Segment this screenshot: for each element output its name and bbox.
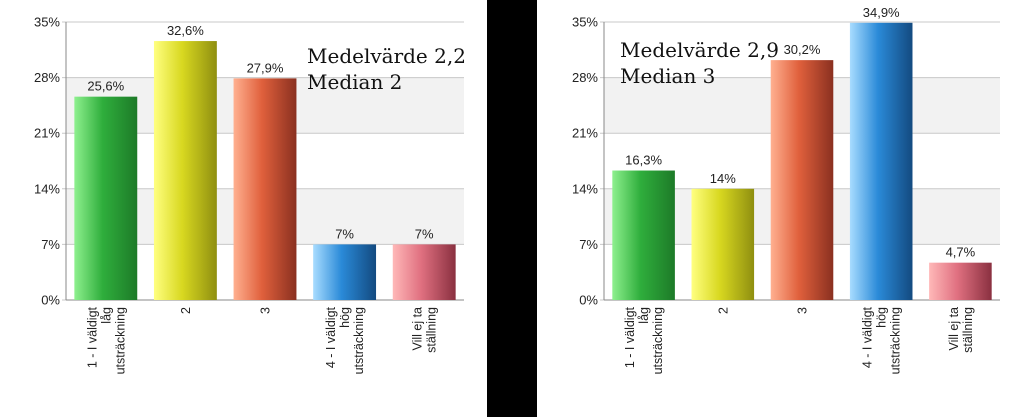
chart-right: 0% 7% 14% 21% 28% 35% 16,3% 1 - I väldigt låg uts… bbox=[537, 0, 1024, 417]
chart-left: 0% 7% 14% 21% 28% 35% 25,6% 1 - I väldigt låg uts… bbox=[0, 0, 487, 417]
y-tick-label: 14% bbox=[572, 181, 598, 196]
x-category-label-line: utsträckning bbox=[889, 307, 903, 374]
chart-right-mean: Medelvärde 2,9 bbox=[620, 38, 779, 62]
y-tick-label: 7% bbox=[579, 237, 598, 252]
data-label: 7% bbox=[415, 226, 434, 241]
x-category-label: 2 bbox=[716, 307, 730, 314]
y-tick-label: 21% bbox=[572, 126, 598, 141]
x-category-label-line: 4 - I väldigt bbox=[861, 306, 875, 368]
bar bbox=[153, 41, 217, 300]
data-label: 30,2% bbox=[784, 42, 821, 57]
data-label: 34,9% bbox=[863, 5, 900, 20]
x-category-label: 3 bbox=[796, 307, 810, 314]
x-category-label-line: ställning bbox=[425, 307, 439, 353]
divider bbox=[487, 0, 537, 417]
y-tick-label: 28% bbox=[34, 70, 60, 85]
x-category-label-line: 4 - I väldigt bbox=[324, 306, 338, 368]
data-label: 4,7% bbox=[946, 245, 976, 260]
x-category-label: Vill ej ta ställning bbox=[947, 307, 975, 353]
data-label: 25,6% bbox=[87, 79, 124, 94]
y-tick-label: 28% bbox=[572, 70, 598, 85]
x-category-label-line: ställning bbox=[961, 307, 975, 353]
x-category-label-line: låg bbox=[99, 307, 113, 324]
bar bbox=[313, 244, 377, 300]
x-category-label: 4 - I väldigt hög utsträckning bbox=[861, 306, 903, 374]
chart-left-mean: Medelvärde 2,2 bbox=[307, 44, 466, 68]
data-label: 16,3% bbox=[625, 153, 662, 168]
bar bbox=[929, 262, 992, 300]
bar bbox=[849, 22, 913, 301]
chart-left-stats: Medelvärde 2,2 Median 2 bbox=[307, 43, 466, 95]
chart-right-stats: Medelvärde 2,9 Median 3 bbox=[620, 37, 779, 89]
chart-right-plot: 0%7%14%21%28%35%16,3%1 - I väldigt låg uts… bbox=[572, 5, 1000, 374]
data-label: 27,9% bbox=[247, 60, 284, 75]
bar bbox=[612, 170, 675, 300]
x-category-label-line: låg bbox=[637, 307, 651, 324]
bar bbox=[770, 60, 834, 300]
y-tick-label: 0% bbox=[41, 293, 60, 308]
y-tick-label: 35% bbox=[572, 15, 598, 30]
x-category-label: 2 bbox=[179, 307, 193, 314]
x-category-label-line: 2 bbox=[716, 307, 730, 314]
x-category-label-line: utsträckning bbox=[113, 307, 127, 374]
data-label: 7% bbox=[335, 226, 354, 241]
x-category-label: 1 - I väldigt låg utsträckning bbox=[623, 306, 665, 374]
chart-left-plot: 0%7%14%21%28%35%25,6%1 - I väldigt låg uts… bbox=[34, 15, 464, 374]
bar bbox=[392, 244, 456, 300]
x-category-label-line: 3 bbox=[796, 307, 810, 314]
x-category-label-line: utsträckning bbox=[352, 307, 366, 374]
x-category-label: 4 - I väldigt hög utsträckning bbox=[324, 306, 366, 374]
y-tick-label: 35% bbox=[34, 15, 60, 30]
bar bbox=[691, 188, 755, 300]
bar bbox=[74, 96, 138, 300]
x-category-label-line: 3 bbox=[259, 307, 273, 314]
x-category-label-line: 2 bbox=[179, 307, 193, 314]
chart-right-median: Median 3 bbox=[620, 64, 716, 88]
data-label: 32,6% bbox=[167, 23, 204, 38]
x-category-label: 1 - I väldigt låg utsträckning bbox=[85, 306, 127, 374]
x-category-label-line: 1 - I väldigt bbox=[85, 306, 99, 368]
x-category-label-line: utsträckning bbox=[651, 307, 665, 374]
y-tick-label: 7% bbox=[41, 237, 60, 252]
x-category-label: Vill ej ta ställning bbox=[411, 307, 439, 353]
data-label: 14% bbox=[710, 171, 736, 186]
chart-left-median: Median 2 bbox=[307, 70, 403, 94]
x-category-label-line: hög bbox=[875, 307, 889, 328]
y-tick-label: 0% bbox=[579, 293, 598, 308]
bar bbox=[233, 78, 297, 300]
x-category-label-line: 1 - I väldigt bbox=[623, 306, 637, 368]
x-category-label-line: Vill ej ta bbox=[411, 307, 425, 351]
y-tick-label: 21% bbox=[34, 126, 60, 141]
y-tick-label: 14% bbox=[34, 181, 60, 196]
x-category-label: 3 bbox=[259, 307, 273, 314]
x-category-label-line: Vill ej ta bbox=[947, 307, 961, 351]
x-category-label-line: hög bbox=[338, 307, 352, 328]
